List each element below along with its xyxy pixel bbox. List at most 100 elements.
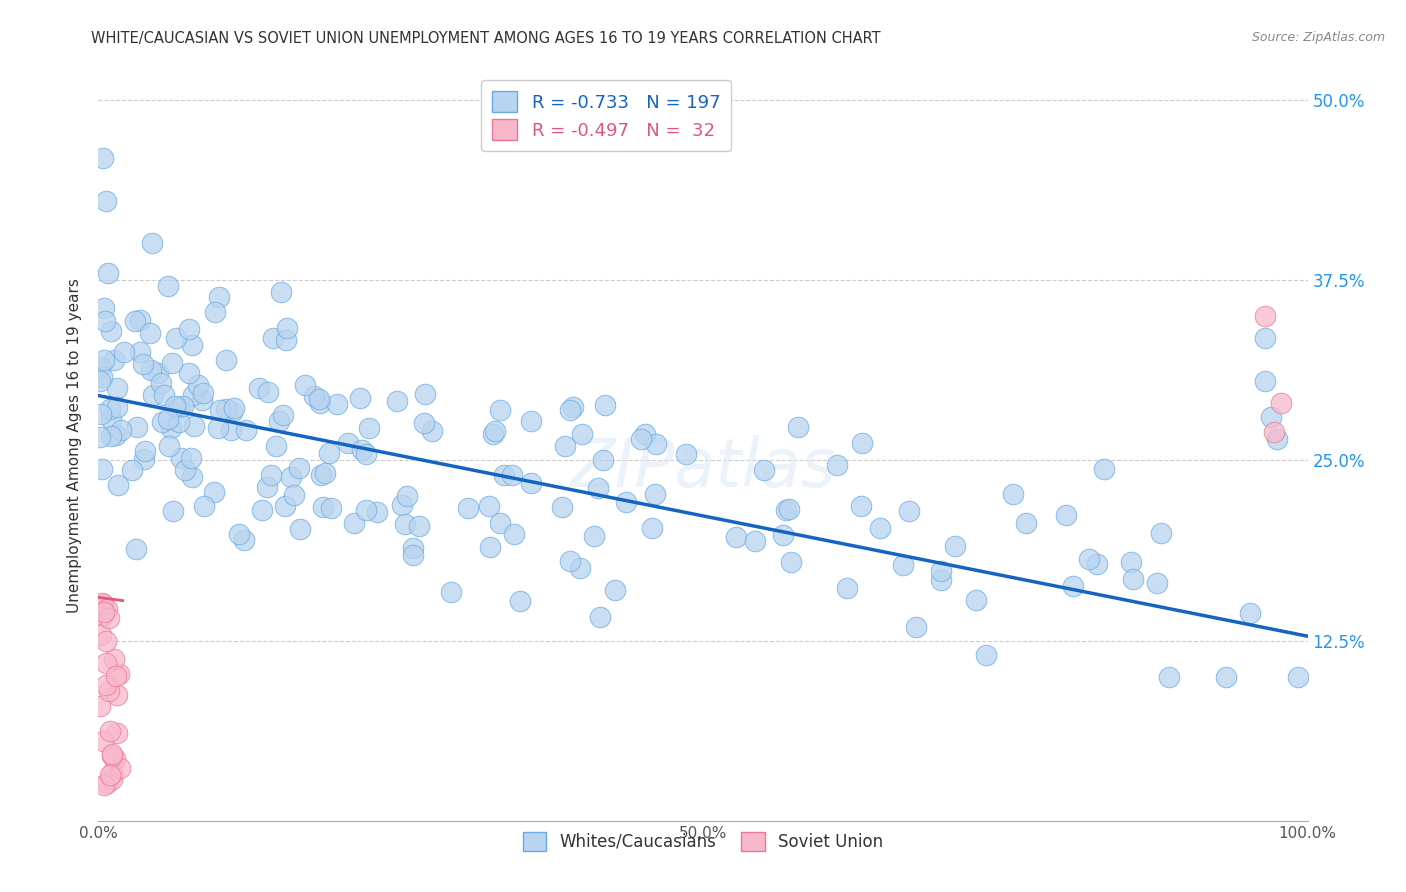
Point [509,593,531,607]
Point [103,352,125,367]
Point [129,313,152,327]
Point [221,405,243,419]
Point [93,301,115,316]
Point [772,528,794,542]
Point [93,734,115,748]
Point [350,442,373,457]
Point [127,420,149,434]
Point [91,370,114,384]
Point [152,415,174,429]
Point [90,627,112,641]
Point [1085,557,1108,571]
Point [183,419,205,434]
Point [202,485,225,500]
Point [1267,432,1289,446]
Point [391,498,413,512]
Point [395,489,418,503]
Point [366,505,388,519]
Point [402,548,425,562]
Point [180,450,202,465]
Point [1157,669,1180,683]
Text: Source: ZipAtlas.com: Source: ZipAtlas.com [1251,31,1385,45]
Point [222,401,245,415]
Y-axis label: Unemployment Among Ages 16 to 19 years: Unemployment Among Ages 16 to 19 years [67,278,83,614]
Point [775,503,797,517]
Point [100,324,122,338]
Point [104,752,127,766]
Point [256,480,278,494]
Point [107,725,129,739]
Point [744,533,766,548]
Point [318,446,340,460]
Point [675,447,697,461]
Point [413,417,436,431]
Point [905,620,928,634]
Point [93,607,115,622]
Point [787,420,810,434]
Point [162,504,184,518]
Point [589,609,612,624]
Point [89,374,111,388]
Point [1078,551,1101,566]
Point [1092,462,1115,476]
Point [394,516,416,531]
Point [98,611,121,625]
Point [1254,310,1277,324]
Point [634,427,657,442]
Point [1054,508,1077,523]
Point [1122,572,1144,586]
Point [94,634,117,648]
Point [644,487,666,501]
Point [931,574,953,588]
Point [283,487,305,501]
Point [630,432,652,446]
Point [163,399,186,413]
Point [308,395,330,409]
Point [408,518,430,533]
Text: ZIPatlas: ZIPatlas [569,435,837,501]
Point [593,398,616,412]
Point [641,520,664,534]
Point [288,522,311,536]
Point [174,463,197,477]
Point [484,424,506,438]
Point [91,596,114,610]
Point [1263,425,1285,439]
Point [96,602,118,616]
Point [1270,396,1292,410]
Point [104,668,127,682]
Point [851,436,873,450]
Point [141,236,163,251]
Point [228,526,250,541]
Point [280,470,302,484]
Point [235,423,257,437]
Point [560,403,582,417]
Point [94,314,117,328]
Point [605,583,627,598]
Point [501,468,523,483]
Point [402,541,425,556]
Legend: Whites/Caucasians, Soviet Union: Whites/Caucasians, Soviet Union [513,822,893,861]
Point [149,376,172,390]
Point [725,530,748,544]
Point [157,440,180,454]
Point [132,357,155,371]
Point [100,412,122,426]
Point [314,466,336,480]
Point [1015,516,1038,530]
Point [110,423,132,437]
Point [167,401,190,415]
Point [157,279,180,293]
Point [780,555,803,569]
Point [354,503,377,517]
Point [311,468,333,483]
Point [929,564,952,578]
Point [112,345,135,359]
Point [1260,410,1282,425]
Point [142,388,165,402]
Point [645,437,668,451]
Point [891,558,914,572]
Point [177,366,200,380]
Point [482,426,505,441]
Point [94,194,117,208]
